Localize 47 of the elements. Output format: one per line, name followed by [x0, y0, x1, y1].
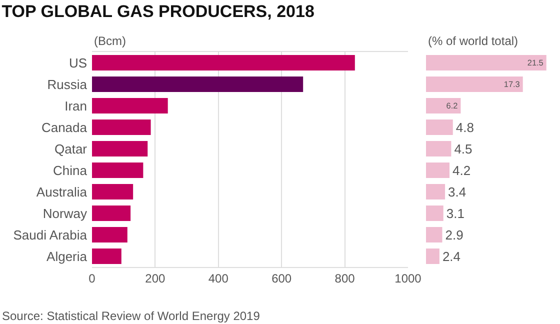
chart-title: TOP GLOBAL GAS PRODUCERS, 2018	[2, 2, 314, 21]
x-axis-title: (Bcm)	[94, 34, 126, 48]
data-label: 3.4	[448, 184, 466, 200]
y-tick-label: Canada	[41, 120, 88, 135]
x-tick-label: 800	[334, 271, 356, 286]
x-tick-label: 400	[208, 271, 229, 286]
bar	[92, 120, 151, 135]
bar	[92, 206, 131, 221]
bar	[426, 141, 452, 156]
y-tick-label: China	[53, 162, 88, 178]
bar	[92, 76, 304, 92]
y-tick-label: Saudi Arabia	[13, 227, 88, 242]
y-tick-label: Australia	[36, 184, 88, 200]
bar	[426, 227, 442, 242]
bar	[92, 55, 355, 70]
data-label: 2.9	[445, 227, 464, 242]
source-note: Source: Statistical Review of World Energy 2019	[2, 309, 260, 323]
y-tick-label: Algeria	[46, 248, 88, 264]
x-tick-label: 0	[88, 271, 96, 286]
bar	[426, 162, 450, 178]
bar	[426, 248, 440, 264]
data-label: 3.1	[446, 206, 464, 221]
data-label: 4.5	[454, 141, 472, 156]
data-label: 4.8	[456, 120, 474, 135]
bar	[426, 98, 461, 114]
bar	[92, 162, 144, 178]
x-tick-label: 200	[145, 271, 166, 286]
bar	[426, 120, 453, 135]
y-tick-label: Iran	[64, 98, 87, 114]
y-tick-label: US	[68, 55, 88, 70]
bar	[426, 76, 523, 92]
y-tick-label: Russia	[47, 76, 88, 92]
bar	[92, 141, 148, 156]
x-tick-label: 1000	[394, 271, 422, 286]
bar	[92, 98, 168, 114]
x-axis-title: (% of world total)	[428, 34, 518, 48]
bar	[426, 206, 444, 221]
bar	[92, 184, 134, 200]
bar	[426, 55, 546, 70]
data-label: 2.4	[442, 248, 461, 264]
y-tick-label: Qatar	[54, 141, 88, 156]
y-tick-label: Norway	[42, 206, 88, 221]
bar	[92, 227, 128, 242]
data-label: 4.2	[452, 162, 471, 178]
x-tick-label: 600	[272, 271, 292, 286]
bar	[426, 184, 446, 200]
bar	[92, 248, 122, 264]
